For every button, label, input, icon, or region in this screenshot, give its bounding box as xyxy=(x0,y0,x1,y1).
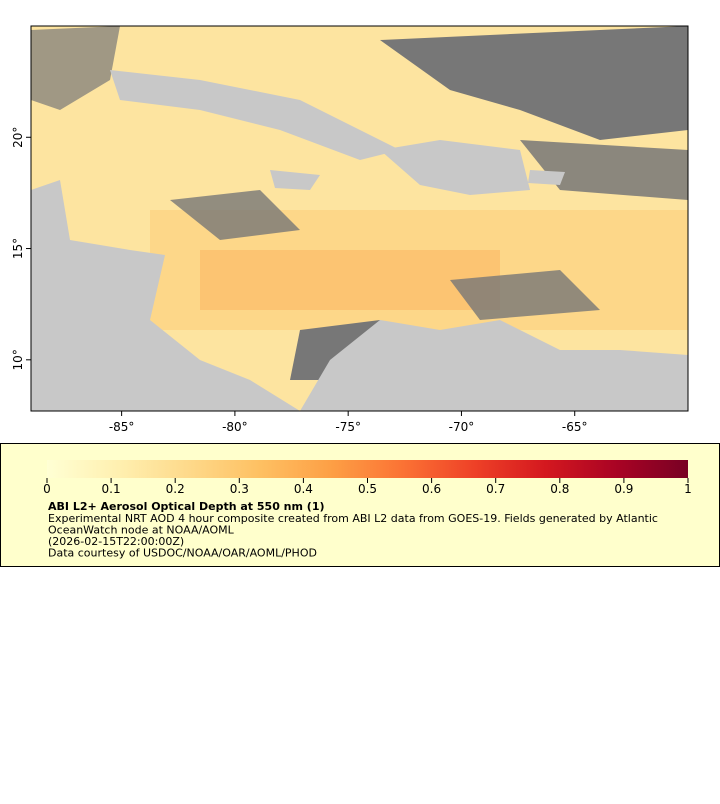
y-tick-label: 10° xyxy=(11,349,25,370)
colorbar-tick-label: 0.4 xyxy=(294,482,313,496)
legend-line: Experimental NRT AOD 4 hour composite cr… xyxy=(48,512,658,525)
legend-title: ABI L2+ Aerosol Optical Depth at 550 nm … xyxy=(48,500,325,513)
colorbar-tick-label: 1 xyxy=(684,482,692,496)
legend-line: Data courtesy of USDOC/NOAA/OAR/AOML/PHO… xyxy=(48,547,317,560)
y-tick-label: 20° xyxy=(11,127,25,148)
map-frame xyxy=(30,25,689,412)
map-image xyxy=(31,26,688,411)
x-tick-label: -85° xyxy=(109,420,135,434)
colorbar-tick-label: 0.3 xyxy=(230,482,249,496)
x-tick-label: -80° xyxy=(222,420,248,434)
colorbar-tick-label: 0.9 xyxy=(614,482,633,496)
colorbar-tick-label: 0.6 xyxy=(422,482,441,496)
y-tick-label: 15° xyxy=(11,238,25,259)
colorbar xyxy=(47,460,688,478)
legend-line: OceanWatch node at NOAA/AOML xyxy=(48,524,235,537)
colorbar-tick-label: 0 xyxy=(43,482,51,496)
colorbar-tick-label: 0.7 xyxy=(486,482,505,496)
x-tick-label: -70° xyxy=(449,420,475,434)
legend-line: (2026-02-15T22:00:00Z) xyxy=(48,535,184,548)
colorbar-tick-label: 0.5 xyxy=(358,482,377,496)
x-tick-label: -75° xyxy=(335,420,361,434)
colorbar-tick-label: 0.2 xyxy=(166,482,185,496)
colorbar-tick-label: 0.8 xyxy=(550,482,569,496)
x-tick-label: -65° xyxy=(562,420,588,434)
colorbar-tick-label: 0.1 xyxy=(102,482,121,496)
